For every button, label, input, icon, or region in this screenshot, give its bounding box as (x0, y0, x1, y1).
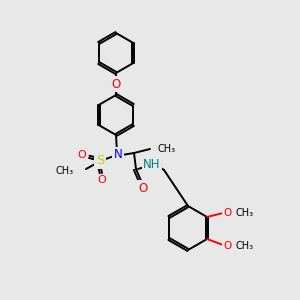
Text: O: O (223, 241, 231, 251)
Text: CH₃: CH₃ (158, 144, 176, 154)
Text: O: O (78, 150, 86, 160)
Text: O: O (223, 208, 231, 218)
Text: N: N (114, 148, 122, 161)
Text: CH₃: CH₃ (235, 241, 253, 251)
Text: NH: NH (143, 158, 161, 172)
Text: S: S (96, 154, 104, 167)
Text: CH₃: CH₃ (235, 208, 253, 218)
Text: CH₃: CH₃ (56, 166, 74, 176)
Text: O: O (138, 182, 148, 194)
Text: O: O (111, 77, 121, 91)
Text: O: O (98, 175, 106, 185)
